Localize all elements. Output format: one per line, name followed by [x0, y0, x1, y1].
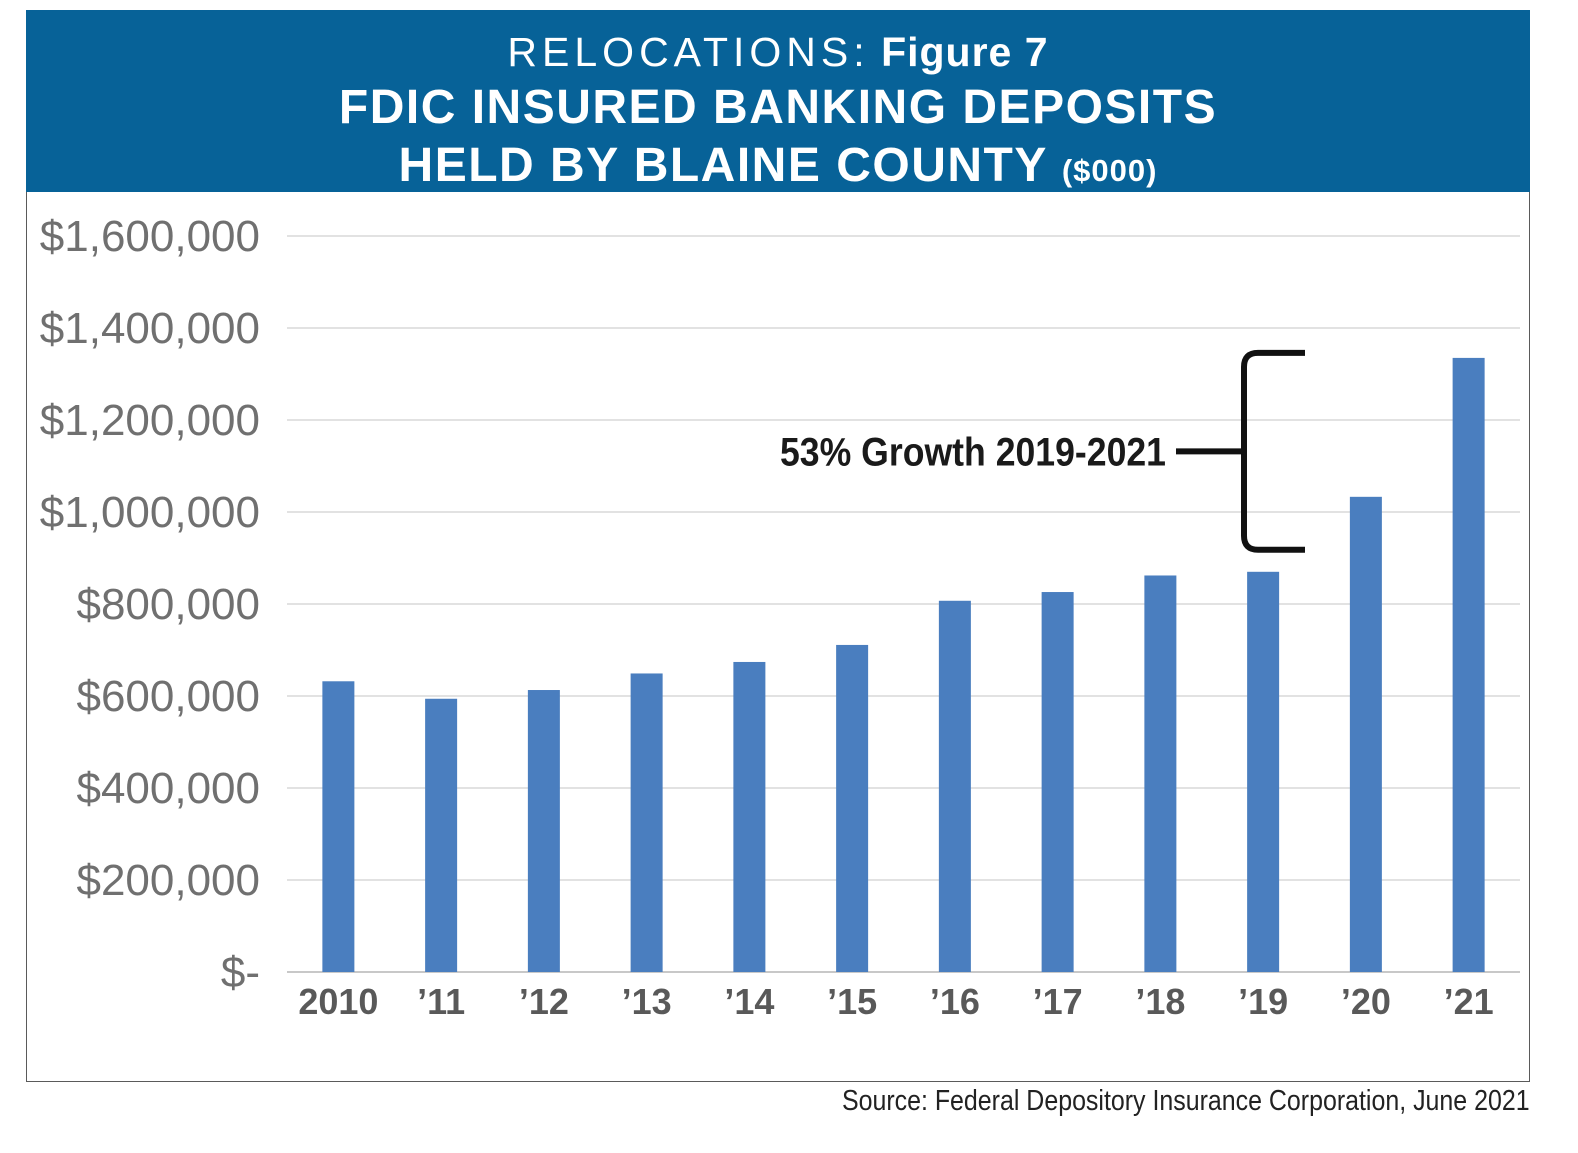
x-tick-label: ’16: [930, 981, 980, 1022]
annotation-bracket: [1241, 349, 1305, 553]
y-tick-label: $1,400,000: [40, 304, 260, 353]
units-label: ($000): [1061, 153, 1158, 188]
y-tick-label: $-: [221, 948, 260, 997]
y-tick-label: $200,000: [76, 856, 260, 905]
bar: [836, 644, 869, 972]
bars: [322, 357, 1485, 972]
bar: [1041, 592, 1074, 972]
bar: [1349, 496, 1382, 972]
bar: [733, 661, 766, 972]
bar: [322, 681, 355, 972]
y-tick-label: $400,000: [76, 764, 260, 813]
gridlines: [287, 235, 1520, 973]
growth-annotation: 53% Growth 2019-2021: [780, 349, 1305, 553]
figure-number: Figure 7: [881, 29, 1049, 75]
figure-header: RELOCATIONS: Figure 7 FDIC INSURED BANKI…: [26, 10, 1530, 192]
x-tick-label: 2010: [298, 981, 378, 1022]
kicker-line: RELOCATIONS: Figure 7: [26, 30, 1530, 74]
x-tick-label: ’18: [1135, 981, 1185, 1022]
x-tick-label: ’17: [1033, 981, 1083, 1022]
bar: [630, 673, 663, 972]
y-tick-label: $600,000: [76, 672, 260, 721]
bar: [938, 600, 971, 972]
bar: [1247, 571, 1280, 972]
chart-title-line-2: HELD BY BLAINE COUNTY ($000): [26, 140, 1530, 197]
x-tick-label: ’12: [519, 981, 569, 1022]
x-axis-labels: 2010 ’11 ’12 ’13 ’14 ’15 ’16 ’17 ’18 ’19 ’20 ’21: [298, 981, 1493, 1022]
x-tick-label: ’19: [1238, 981, 1288, 1022]
bar: [1144, 575, 1177, 972]
y-axis-labels: $- $200,000 $400,000 $600,000 $800,000 $1,000…: [40, 212, 260, 997]
bar: [425, 698, 458, 972]
y-tick-label: $1,200,000: [40, 396, 260, 445]
bar: [527, 690, 560, 972]
source-note: Source: Federal Depository Insurance Cor…: [842, 1085, 1530, 1117]
x-tick-label: ’20: [1341, 981, 1391, 1022]
x-tick-label: ’13: [622, 981, 672, 1022]
chart-title-line-1: FDIC INSURED BANKING DEPOSITS: [338, 81, 1218, 134]
y-tick-label: $1,600,000: [40, 212, 260, 261]
section-kicker: RELOCATIONS:: [507, 29, 870, 75]
x-tick-label: ’11: [417, 981, 465, 1022]
y-tick-label: $800,000: [76, 580, 260, 629]
chart-title-line-2-text: HELD BY BLAINE COUNTY: [398, 139, 1047, 192]
x-tick-label: ’21: [1444, 981, 1494, 1022]
y-tick-label: $1,000,000: [40, 488, 260, 537]
bar: [1452, 357, 1485, 972]
x-tick-label: ’14: [724, 981, 774, 1022]
annotation-label: 53% Growth 2019-2021: [780, 430, 1166, 474]
x-tick-label: ’15: [827, 981, 877, 1022]
